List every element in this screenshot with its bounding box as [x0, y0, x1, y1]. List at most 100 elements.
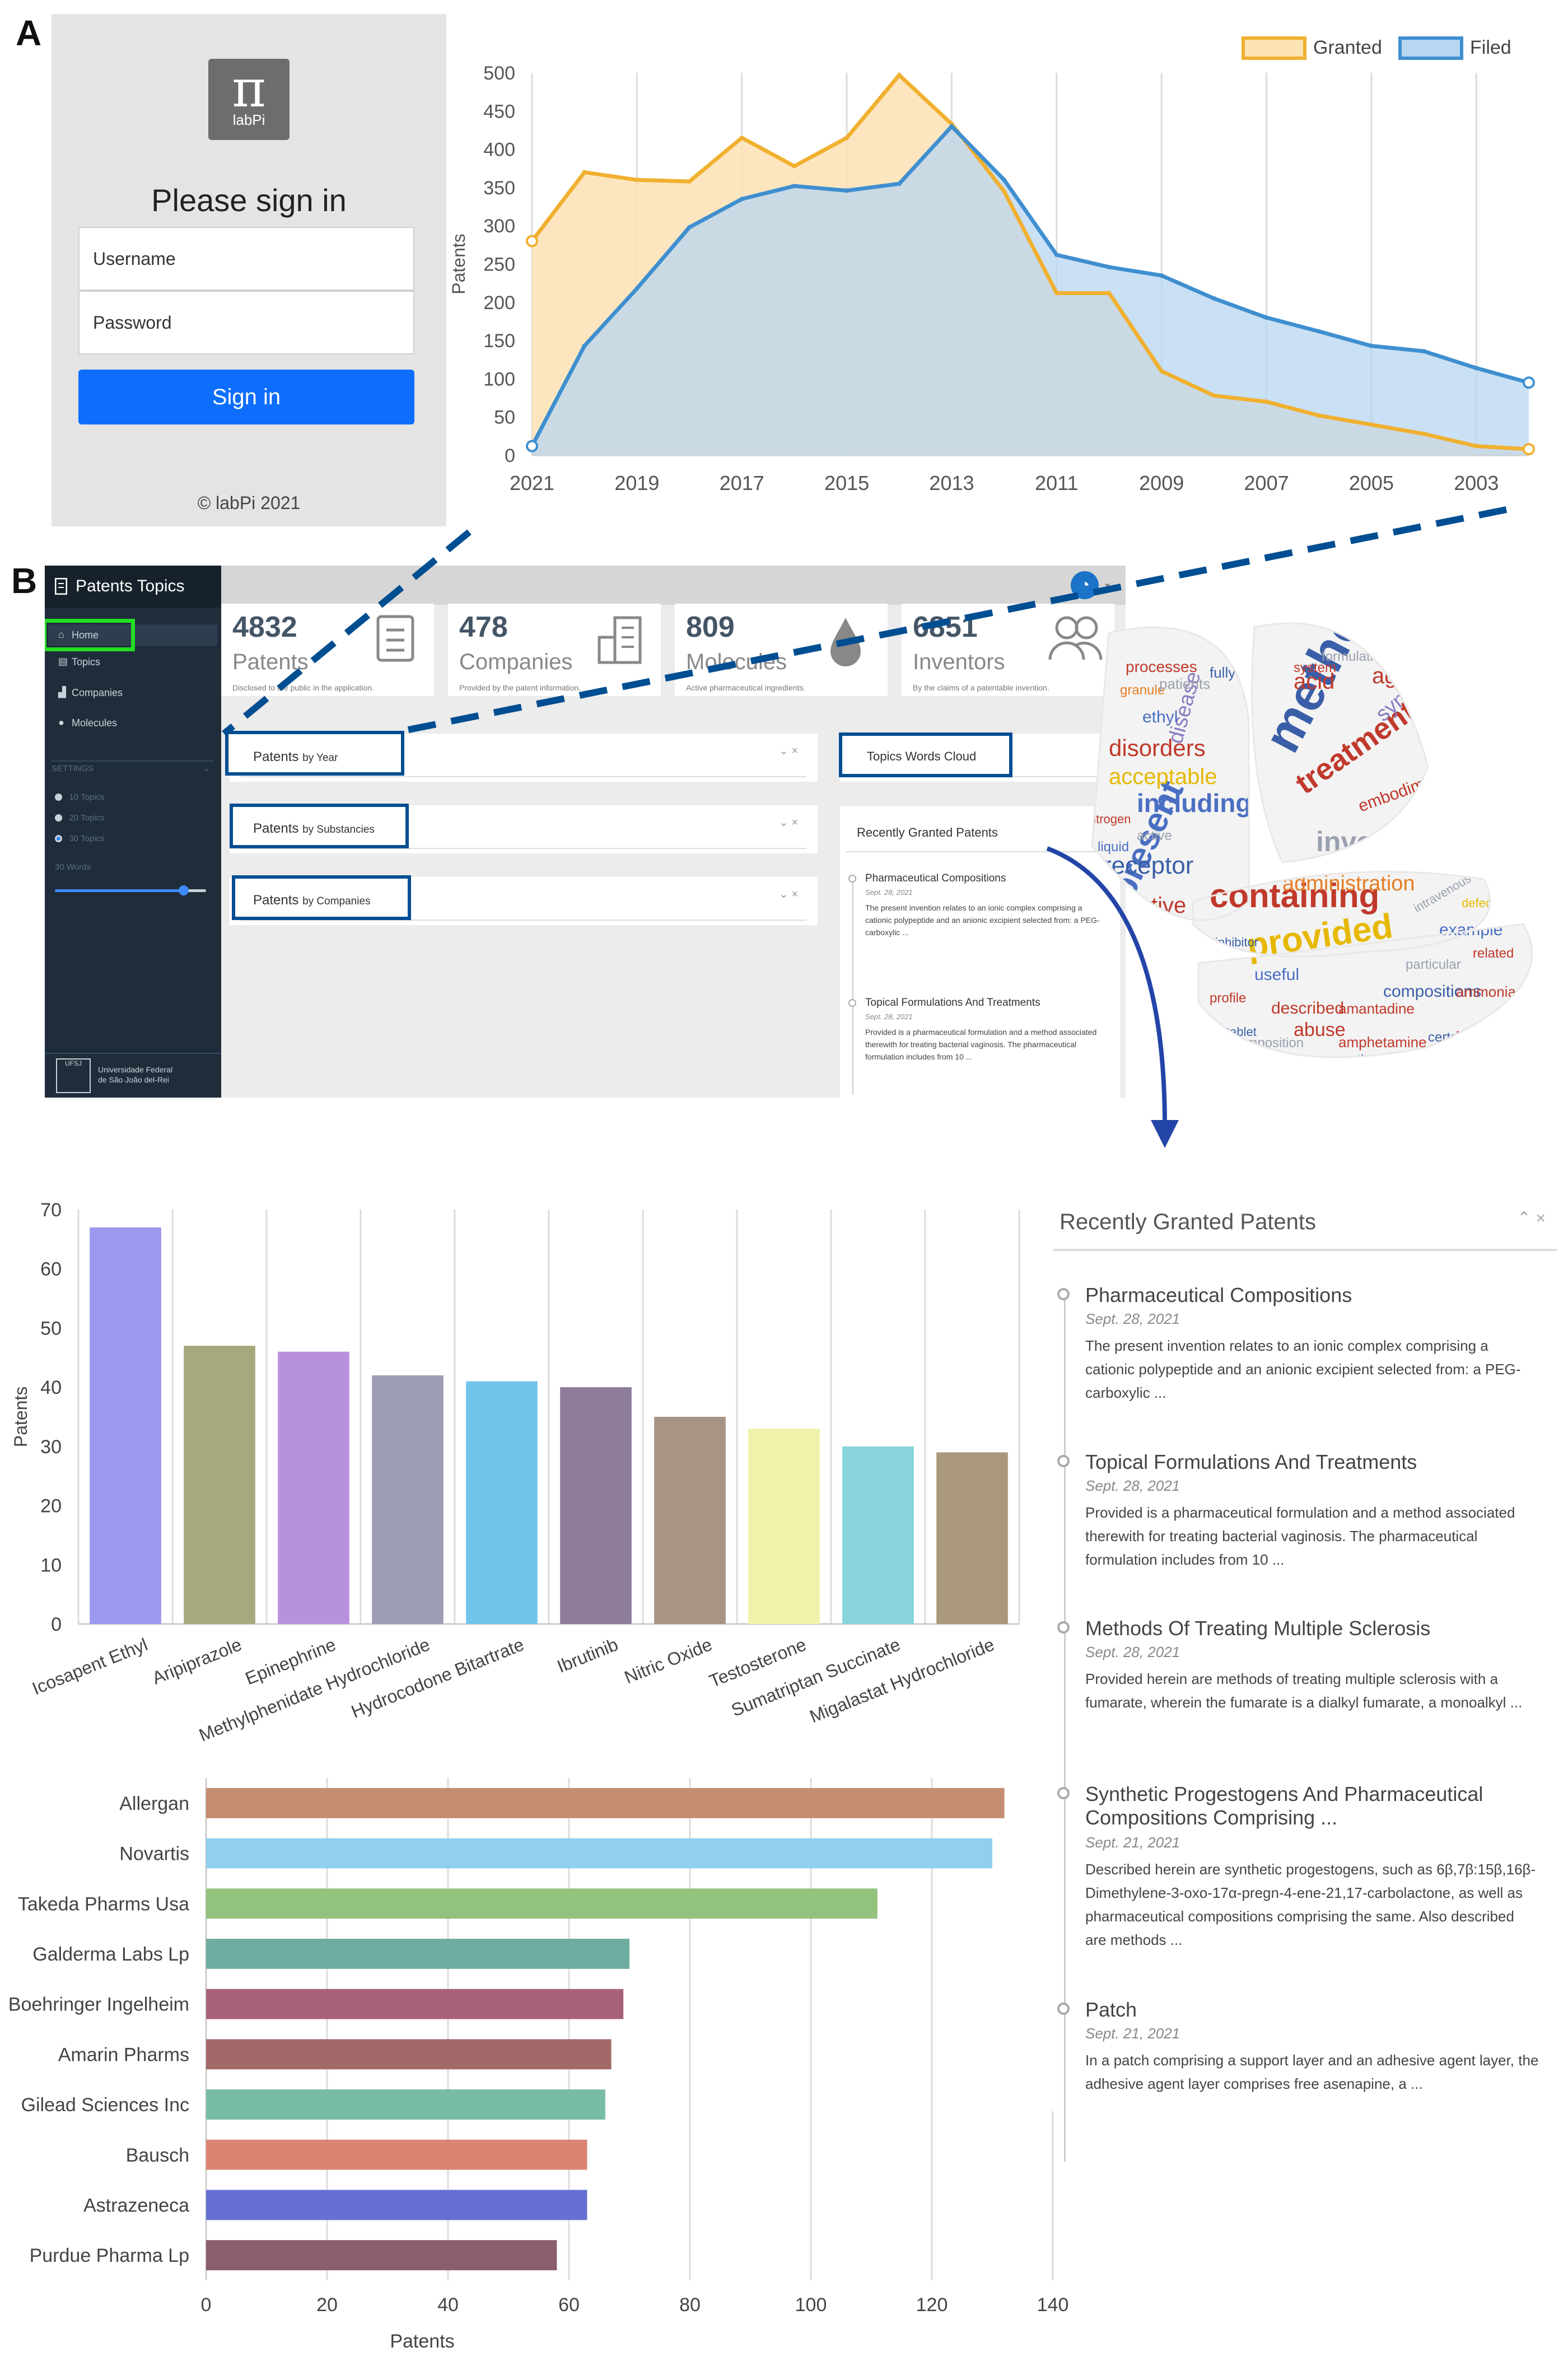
series-line-granted	[530, 72, 1529, 451]
patent-abstract: Provided herein are methods of treating …	[1085, 1670, 1523, 1711]
x-tick-label: 2021	[510, 472, 554, 494]
y-tick-label: 10	[40, 1555, 62, 1576]
x-axis-label: Patents	[390, 2331, 454, 2352]
stat-card-companies: 478 Companies Provided by the patent inf…	[448, 604, 661, 696]
y-tick-label: Novartis	[119, 1844, 189, 1865]
y-tick-label: 200	[483, 292, 515, 314]
y-tick-label: Boehringer Ingelheim	[8, 1994, 189, 2015]
data-point-filed	[687, 225, 692, 230]
widget-controls[interactable]: ⌄ ×	[779, 816, 798, 829]
panel-divider	[1053, 1249, 1557, 1251]
dashboard-screenshot: Patents Topics ⌂ Home ▤ Topics ▟ Compani…	[45, 566, 1126, 1098]
patent-date: Sept. 21, 2021	[1085, 1834, 1180, 1851]
stat-description: Provided by the patent information.	[459, 683, 581, 692]
dashed-connector-right	[402, 506, 1508, 734]
cloud-word: method	[1338, 1052, 1383, 1067]
y-tick-label: Allergan	[119, 1793, 189, 1814]
highlight-box-by-year	[225, 731, 404, 776]
cloud-word: nitrogen	[1086, 812, 1131, 826]
home-highlight-box	[45, 619, 135, 651]
sidebar-item-label: Home	[72, 629, 99, 641]
data-point-granted	[634, 178, 640, 183]
y-tick-label: 500	[483, 63, 515, 84]
y-tick-label: 20	[40, 1496, 62, 1517]
bar	[206, 1939, 629, 1969]
panel-controls[interactable]: ⌃ ×	[1517, 1209, 1546, 1228]
y-tick-label: 70	[40, 1200, 62, 1221]
words-slider-handle[interactable]	[178, 885, 189, 895]
patent-date: Sept. 28, 2021	[1085, 1310, 1180, 1327]
bar	[206, 2240, 557, 2271]
sidebar-header: Patents Topics	[45, 566, 221, 608]
widget-topics-words-cloud[interactable]: Topics Words Cloud	[840, 734, 1120, 782]
login-footer: © labPi 2021	[197, 493, 301, 513]
bar	[936, 1452, 1008, 1624]
timeline-dot	[848, 999, 856, 1007]
sidebar-item-topics[interactable]: ▤ Topics	[48, 652, 216, 671]
cloud-word: acceptable	[1109, 764, 1217, 789]
x-tick-label: 2007	[1244, 472, 1289, 494]
recently-granted-patents-panel: Recently Granted Patents ⌃ × Pharmaceuti…	[1047, 1193, 1557, 2162]
widget-underline	[241, 920, 806, 921]
topics-word-cloud: methodscontainingprovidedincludingtreatm…	[1086, 622, 1533, 1067]
y-tick-label: 0	[51, 1614, 62, 1635]
stat-label: Patents	[232, 650, 309, 674]
password-input[interactable]: Password	[78, 291, 414, 354]
widget-underline	[241, 848, 806, 849]
widget-title: Patents by Year	[253, 749, 338, 765]
y-tick-label: 350	[483, 178, 515, 199]
cloud-word: related	[1473, 946, 1514, 961]
data-point-filed	[1002, 178, 1007, 183]
x-tick-label: 120	[916, 2294, 948, 2316]
panel-label-b: B	[11, 561, 38, 601]
slider-label: 30 Words	[55, 862, 91, 872]
y-tick-label: Takeda Pharms Usa	[18, 1893, 189, 1915]
series-line-filed	[530, 123, 1529, 447]
widget-title-by: by Substancies	[302, 824, 375, 836]
y-tick-label: 450	[483, 101, 515, 122]
data-point-granted	[1107, 291, 1112, 296]
cloud-word: inhibitor	[1215, 935, 1258, 949]
data-point-filed	[844, 188, 850, 193]
sidebar-title: Patents Topics	[76, 577, 185, 595]
mini-item-text: The present invention relates to an ioni…	[865, 903, 1100, 937]
patent-date: Sept. 28, 2021	[1085, 1644, 1180, 1660]
words-slider-track[interactable]	[55, 885, 206, 895]
radio-10-topics[interactable]: 10 Topics	[55, 792, 105, 802]
sidebar-item-molecules[interactable]: ● Molecules	[48, 713, 216, 732]
curved-arrow	[1046, 846, 1167, 1126]
widget-controls[interactable]: ⌄ ×	[779, 888, 798, 900]
data-point-granted	[792, 164, 797, 169]
x-tick-label: 0	[201, 2294, 212, 2316]
sidebar-item-companies[interactable]: ▟ Companies	[48, 683, 216, 702]
words-slider-fill	[55, 889, 184, 892]
timeline-dot	[848, 875, 856, 883]
radio-20-topics[interactable]: 20 Topics	[55, 813, 105, 823]
sign-in-button[interactable]: Sign in	[78, 370, 414, 424]
radio-30-topics[interactable]: 30 Topics	[55, 834, 105, 844]
y-tick-label: 150	[483, 330, 515, 352]
y-axis-label: Patents	[11, 1387, 31, 1448]
y-tick-label: Astrazeneca	[83, 2195, 189, 2216]
area-fill-filed	[532, 126, 1529, 455]
widget-controls[interactable]: ⌄ ×	[779, 745, 798, 757]
widget-patents-by-substancies[interactable]: Patents by Substancies ⌄ ×	[230, 805, 818, 853]
mini-item-text: Provided is a pharmaceutical formulation…	[865, 1028, 1097, 1061]
patent-date: Sept. 28, 2021	[1085, 1477, 1180, 1494]
chevron-down-icon[interactable]: ⌄	[203, 764, 211, 773]
stat-label: Companies	[459, 650, 573, 674]
bar	[206, 1888, 878, 1919]
username-input[interactable]: Username	[78, 227, 414, 291]
data-point-granted	[1317, 413, 1322, 418]
radio-circle	[55, 794, 62, 801]
cloud-word: amantadine	[1338, 1000, 1415, 1017]
y-axis-label: Patents	[449, 234, 469, 295]
y-tick-label: 60	[40, 1259, 62, 1280]
data-point-filed	[897, 181, 902, 186]
ufsj-logo: UFSJ	[56, 1058, 91, 1093]
x-tick-label: Nitric Oxide	[622, 1634, 715, 1687]
connector-lines	[222, 506, 1508, 1148]
widget-title-text: Patents	[253, 821, 299, 836]
cloud-word: patients	[1159, 675, 1210, 692]
y-tick-label: Purdue Pharma Lp	[30, 2245, 189, 2266]
